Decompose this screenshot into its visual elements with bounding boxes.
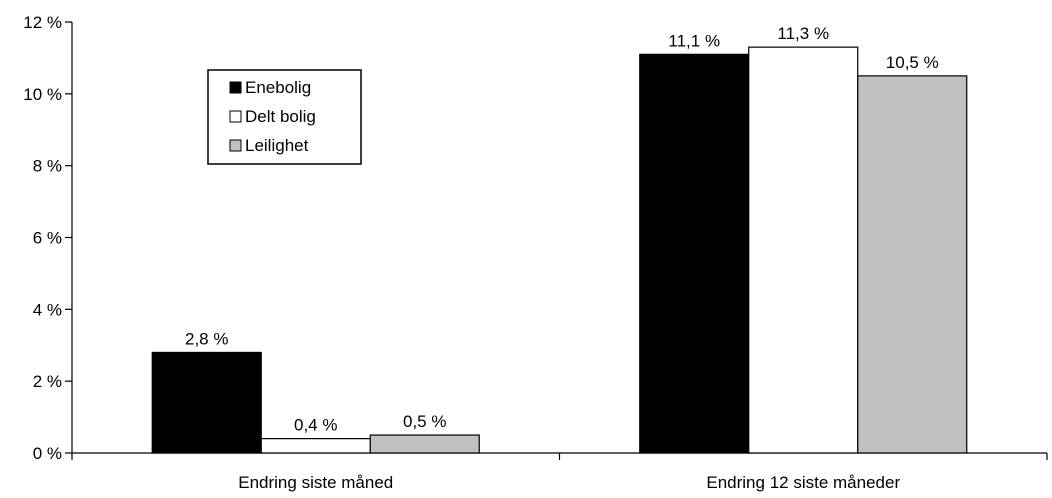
y-tick-label: 2 % xyxy=(33,372,62,391)
y-tick-label: 8 % xyxy=(33,157,62,176)
data-label: 2,8 % xyxy=(185,329,228,348)
data-labels: 2,8 % 0,4 % 0,5 % 11,1 % 11,3 % 10,5 % xyxy=(185,24,939,434)
bar xyxy=(151,351,262,454)
legend-label: Leilighet xyxy=(245,136,309,155)
legend-swatch xyxy=(229,81,242,94)
data-label: 0,5 % xyxy=(403,412,446,431)
bar xyxy=(260,438,371,454)
y-tick-label: 10 % xyxy=(23,85,62,104)
legend-swatch xyxy=(229,110,242,123)
y-tick-label: 12 % xyxy=(23,13,62,32)
bar xyxy=(639,53,750,454)
y-tick-label: 0 % xyxy=(33,444,62,463)
bar xyxy=(857,75,968,454)
x-category-label: Endring siste måned xyxy=(238,473,393,492)
y-tick-label: 4 % xyxy=(33,300,62,319)
legend-label: Delt bolig xyxy=(245,107,316,126)
data-label: 10,5 % xyxy=(886,53,939,72)
y-axis: 0 % 2 % 4 % 6 % 8 % 10 % 12 % xyxy=(23,13,73,463)
legend: Enebolig Delt bolig Leilighet xyxy=(207,69,362,165)
data-label: 0,4 % xyxy=(294,416,337,435)
legend-label: Enebolig xyxy=(245,78,311,97)
x-axis: Endring siste måned Endring 12 siste måne… xyxy=(71,452,1048,492)
bar xyxy=(748,46,859,454)
bars xyxy=(151,46,968,454)
y-tick-label: 6 % xyxy=(33,229,62,248)
data-label: 11,1 % xyxy=(668,31,720,50)
data-label: 11,3 % xyxy=(777,24,829,43)
bar xyxy=(369,434,480,454)
x-category-label: Endring 12 siste måneder xyxy=(706,473,900,492)
legend-swatch xyxy=(229,139,242,152)
